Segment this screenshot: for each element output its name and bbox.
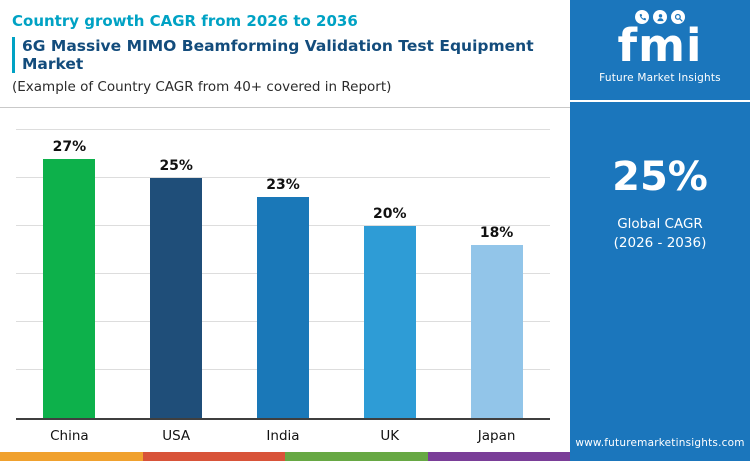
strip-segment bbox=[285, 452, 428, 461]
x-axis-label: India bbox=[266, 428, 300, 444]
bar-chart: 27% 25% 23% 20% 18% China USA India UK Japan bbox=[0, 108, 570, 452]
bar-value-label: 23% bbox=[266, 177, 300, 194]
bar-column-china: 27% bbox=[16, 130, 123, 418]
chart-panel: Country growth CAGR from 2026 to 2036 6G… bbox=[0, 0, 570, 461]
logo-icons bbox=[599, 10, 721, 24]
bar-uk bbox=[363, 226, 416, 418]
global-cagr-value: 25% bbox=[612, 153, 708, 200]
fmi-logo: fmi Future Market Insights bbox=[599, 10, 721, 84]
x-axis-label: Japan bbox=[477, 428, 516, 444]
bar-usa bbox=[150, 178, 203, 418]
bar-column-uk: 20% bbox=[336, 130, 443, 418]
bar-column-india: 23% bbox=[230, 130, 337, 418]
bar-value-label: 27% bbox=[52, 138, 87, 155]
plot-area: 27% 25% 23% 20% 18% bbox=[16, 129, 550, 420]
chart-note: (Example of Country CAGR from 40+ covere… bbox=[12, 79, 392, 95]
bar-column-usa: 25% bbox=[123, 130, 230, 418]
x-axis-label: UK bbox=[380, 428, 400, 444]
website-url[interactable]: www.futuremarketinsights.com bbox=[575, 437, 745, 449]
x-axis-label: China bbox=[50, 428, 89, 444]
global-cagr-label: Global CAGR bbox=[617, 215, 703, 232]
search-icon bbox=[671, 10, 685, 24]
bar-india bbox=[256, 197, 309, 418]
bar-group: 27% 25% 23% 20% 18% bbox=[16, 130, 550, 418]
gridline bbox=[16, 177, 550, 178]
logo-text: fmi bbox=[617, 19, 703, 72]
bar-value-label: 18% bbox=[479, 225, 514, 242]
phone-icon bbox=[635, 10, 649, 24]
chart-subtitle: 6G Massive MIMO Beamforming Validation T… bbox=[12, 37, 556, 73]
logo-tagline: Future Market Insights bbox=[599, 71, 721, 84]
strip-segment bbox=[0, 452, 143, 461]
bar-japan bbox=[470, 245, 523, 418]
strip-segment bbox=[427, 452, 570, 461]
person-icon bbox=[653, 10, 667, 24]
bar-value-label: 20% bbox=[373, 206, 407, 222]
bar-china bbox=[43, 158, 96, 418]
bar-value-label: 25% bbox=[159, 158, 193, 174]
footer-color-strip bbox=[0, 452, 570, 461]
gridline bbox=[16, 129, 550, 130]
global-cagr-period: (2026 - 2036) bbox=[613, 234, 707, 251]
sidebar-divider bbox=[570, 99, 750, 102]
bar-column-japan: 18% bbox=[443, 130, 550, 418]
x-axis-label: USA bbox=[162, 428, 191, 444]
strip-segment bbox=[142, 452, 285, 461]
global-cagr-stat: 25% Global CAGR (2026 - 2036) bbox=[612, 154, 708, 251]
chart-title: Country growth CAGR from 2026 to 2036 bbox=[12, 12, 358, 30]
x-axis-labels: China USA India UK Japan bbox=[16, 420, 550, 452]
chart-header: Country growth CAGR from 2026 to 2036 6G… bbox=[0, 0, 570, 108]
brand-sidebar: fmi Future Market Insights 25% Global CA… bbox=[570, 0, 750, 461]
